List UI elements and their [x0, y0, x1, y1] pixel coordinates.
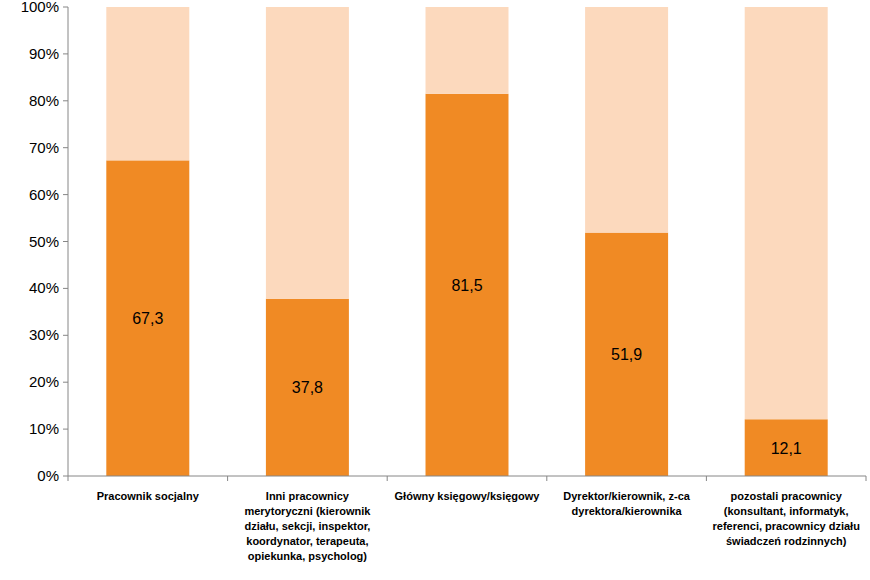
tick-label: 20% — [29, 373, 59, 390]
bar — [106, 7, 189, 160]
data-label: 81,5 — [451, 277, 482, 294]
tick — [63, 194, 68, 195]
category-label-line: pozostali pracownicy — [731, 490, 843, 502]
category-label-line: świadczeń rodzinnych) — [726, 535, 847, 547]
tick — [63, 476, 68, 477]
data-label: 51,9 — [611, 346, 642, 363]
bar — [106, 160, 189, 476]
category-label-line: (konsultant, informatyk, — [724, 505, 849, 517]
x-axis — [68, 476, 866, 477]
tick-label: 10% — [29, 420, 59, 437]
category-label-line: opiekunka, psycholog) — [248, 550, 368, 562]
bar — [585, 233, 668, 476]
data-label: 37,8 — [292, 379, 323, 396]
tick — [63, 147, 68, 148]
bar — [266, 299, 349, 476]
tick — [63, 53, 68, 54]
category-label-line: Inni pracownicy — [266, 490, 350, 502]
tick-label: 50% — [29, 233, 59, 250]
tick-label: 70% — [29, 139, 59, 156]
tick-label: 0% — [37, 467, 59, 484]
bar — [266, 7, 349, 299]
tick-label: 80% — [29, 92, 59, 109]
tick — [63, 241, 68, 242]
tick — [63, 7, 68, 8]
bar — [426, 7, 509, 94]
tick-label: 40% — [29, 279, 59, 296]
category-label-line: działu, sekcji, inspektor, — [244, 520, 370, 532]
category-label-line: dyrektora/kierownika — [572, 505, 683, 517]
category-label: Główny księgowy/księgowy — [395, 490, 541, 502]
bar — [745, 419, 828, 476]
tick — [706, 476, 707, 481]
tick — [68, 476, 69, 481]
bars — [106, 7, 827, 476]
category-label-line: Dyrektor/kierownik, z-ca — [563, 490, 690, 502]
tick-label: 30% — [29, 326, 59, 343]
category-label-line: merytoryczni (kierownik — [244, 505, 371, 517]
category-label: Dyrektor/kierownik, z-ca dyrektora/kierow… — [563, 490, 690, 517]
category-label-line: referenci, pracownicy działu — [713, 520, 860, 532]
tick — [63, 335, 68, 336]
chart: 67,3 37,8 81,5 51,9 12,1 0% 10% 20% 30% 40% 50% 60%… — [0, 0, 870, 580]
tick — [63, 382, 68, 383]
category-label-line: Główny księgowy/księgowy — [395, 490, 541, 502]
data-label: 12,1 — [771, 440, 802, 457]
tick — [227, 476, 228, 481]
tick — [546, 476, 547, 481]
tick — [387, 476, 388, 481]
bar — [745, 7, 828, 419]
bar — [426, 94, 509, 476]
tick — [63, 288, 68, 289]
tick — [63, 100, 68, 101]
tick-label: 90% — [29, 45, 59, 62]
category-label: Inni pracownicy merytoryczni (kierownik dz… — [244, 490, 371, 562]
category-label-line: koordynator, terapeuta, — [246, 535, 368, 547]
category-label: pozostali pracownicy (konsultant, informa… — [713, 490, 860, 547]
category-label-line: Pracownik socjalny — [97, 490, 200, 502]
tick — [866, 476, 867, 481]
bar — [585, 7, 668, 233]
tick-label: 100% — [21, 0, 59, 15]
data-label: 67,3 — [132, 310, 163, 327]
tick-label: 60% — [29, 186, 59, 203]
tick — [63, 429, 68, 430]
category-label: Pracownik socjalny — [97, 490, 200, 502]
